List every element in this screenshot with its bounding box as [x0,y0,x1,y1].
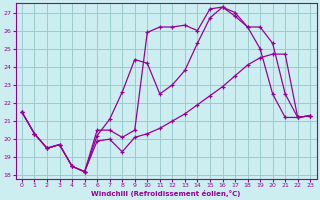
X-axis label: Windchill (Refroidissement éolien,°C): Windchill (Refroidissement éolien,°C) [92,190,241,197]
